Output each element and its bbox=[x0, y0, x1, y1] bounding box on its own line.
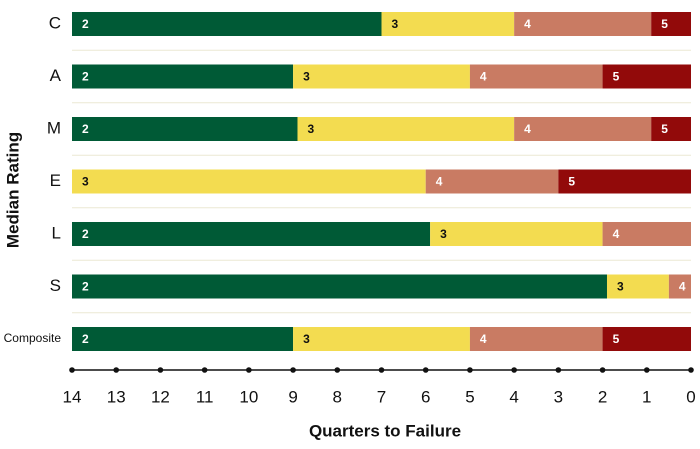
x-tick-mark bbox=[334, 367, 341, 373]
x-tick-mark bbox=[422, 367, 429, 373]
x-tick-label: 5 bbox=[465, 387, 474, 406]
bar-segment bbox=[72, 327, 294, 351]
x-tick-label: 9 bbox=[288, 387, 297, 406]
x-tick-mark bbox=[290, 367, 296, 373]
bar-segment bbox=[430, 222, 603, 246]
bar-segment bbox=[514, 12, 652, 36]
y-axis-label: Median Rating bbox=[3, 132, 22, 248]
y-tick-label: S bbox=[50, 276, 61, 295]
segment-label: 4 bbox=[436, 175, 443, 189]
x-tick-mark bbox=[201, 367, 208, 373]
y-tick-label: Composite bbox=[4, 331, 62, 345]
segment-label: 4 bbox=[524, 122, 531, 136]
segment-label: 4 bbox=[480, 332, 487, 346]
segment-label: 2 bbox=[82, 122, 89, 136]
bar-segment bbox=[72, 274, 607, 299]
y-tick-label: M bbox=[47, 118, 61, 137]
x-tick-mark bbox=[643, 367, 650, 373]
bar-segment bbox=[558, 169, 691, 194]
x-tick-label: 2 bbox=[598, 387, 607, 406]
bar-segment bbox=[72, 117, 298, 141]
segment-label: 2 bbox=[82, 227, 89, 241]
segment-label: 3 bbox=[82, 175, 89, 189]
bar-segment bbox=[297, 117, 515, 141]
x-tick-mark bbox=[246, 367, 252, 373]
segment-label: 4 bbox=[524, 17, 531, 31]
x-tick-label: 1 bbox=[642, 387, 651, 406]
x-tick-label: 10 bbox=[239, 387, 258, 406]
x-tick-label: 12 bbox=[151, 387, 170, 406]
x-tick-label: 0 bbox=[686, 387, 695, 406]
bar-segment bbox=[72, 222, 431, 246]
segment-label: 3 bbox=[307, 122, 314, 136]
x-tick-mark bbox=[378, 367, 385, 373]
bar-segment bbox=[606, 274, 669, 299]
segment-label: 2 bbox=[82, 332, 89, 346]
bar-segment bbox=[602, 222, 691, 246]
segment-label: 2 bbox=[82, 70, 89, 84]
y-tick-label: L bbox=[52, 223, 61, 242]
x-axis-label: Quarters to Failure bbox=[309, 421, 461, 440]
bar-segment bbox=[72, 64, 294, 89]
bar-segment bbox=[425, 169, 559, 194]
segment-label: 3 bbox=[392, 17, 399, 31]
bar-segment bbox=[293, 64, 470, 89]
bar-segment bbox=[668, 274, 691, 299]
x-tick-label: 3 bbox=[554, 387, 563, 406]
bar-segment bbox=[514, 117, 652, 141]
bar-segment bbox=[72, 12, 382, 36]
x-tick-mark bbox=[599, 367, 606, 373]
bar-segment bbox=[602, 327, 691, 351]
segment-label: 5 bbox=[661, 17, 668, 31]
x-tick-mark bbox=[467, 367, 473, 373]
x-tick-mark bbox=[157, 367, 164, 373]
x-tick-mark bbox=[113, 367, 120, 373]
segment-label: 3 bbox=[440, 227, 447, 241]
x-tick-label: 11 bbox=[196, 387, 214, 406]
bar-segment bbox=[469, 327, 603, 351]
bar-segment bbox=[651, 117, 691, 141]
y-tick-label: A bbox=[50, 66, 62, 85]
segment-label: 5 bbox=[613, 70, 620, 84]
segment-label: 2 bbox=[82, 17, 89, 31]
x-tick-mark bbox=[688, 367, 694, 373]
y-tick-label: E bbox=[50, 171, 61, 190]
segment-label: 2 bbox=[82, 280, 89, 294]
segment-label: 3 bbox=[617, 280, 624, 294]
segment-label: 5 bbox=[661, 122, 668, 136]
segment-label: 4 bbox=[480, 70, 487, 84]
x-tick-mark bbox=[511, 367, 517, 373]
x-tick-mark bbox=[69, 367, 75, 373]
segment-label: 4 bbox=[679, 280, 686, 294]
x-tick-label: 8 bbox=[333, 387, 342, 406]
bar-segment bbox=[381, 12, 515, 36]
segment-label: 5 bbox=[613, 332, 620, 346]
x-tick-mark bbox=[555, 367, 562, 373]
bar-segment bbox=[651, 12, 691, 36]
segment-label: 3 bbox=[303, 332, 310, 346]
x-tick-label: 6 bbox=[421, 387, 430, 406]
x-tick-label: 4 bbox=[509, 387, 518, 406]
segment-label: 5 bbox=[568, 175, 575, 189]
segment-label: 4 bbox=[613, 227, 620, 241]
x-tick-label: 13 bbox=[107, 387, 126, 406]
bar-segment bbox=[469, 64, 603, 89]
bar-segment bbox=[72, 169, 426, 194]
x-tick-label: 7 bbox=[377, 387, 386, 406]
bar-segment bbox=[602, 64, 691, 89]
x-tick-label: 14 bbox=[63, 387, 82, 406]
segment-label: 3 bbox=[303, 70, 310, 84]
bar-segment bbox=[293, 327, 470, 351]
y-tick-label: C bbox=[49, 13, 61, 32]
